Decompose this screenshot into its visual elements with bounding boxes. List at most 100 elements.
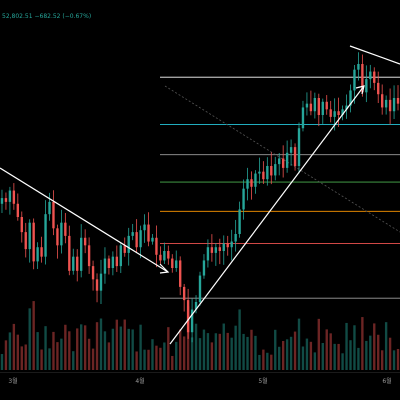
candle[interactable]	[254, 170, 257, 194]
candle[interactable]	[143, 214, 146, 243]
candle[interactable]	[234, 219, 237, 252]
candle[interactable]	[115, 245, 119, 272]
candle[interactable]	[384, 95, 388, 115]
candle[interactable]	[12, 183, 16, 210]
candle[interactable]	[123, 237, 126, 257]
candle[interactable]	[329, 100, 332, 123]
candle[interactable]	[56, 224, 59, 259]
candle[interactable]	[167, 245, 170, 265]
candle[interactable]	[44, 200, 47, 265]
candle[interactable]	[159, 246, 162, 264]
candle[interactable]	[4, 192, 8, 210]
candle[interactable]	[171, 254, 174, 273]
candle[interactable]	[246, 167, 249, 201]
candle[interactable]	[270, 152, 273, 185]
candle[interactable]	[289, 139, 293, 166]
candle[interactable]	[0, 189, 4, 213]
candle[interactable]	[321, 98, 324, 124]
trendlines[interactable]	[0, 45, 400, 345]
candle[interactable]	[151, 234, 154, 245]
candle[interactable]	[72, 248, 75, 275]
candle[interactable]	[163, 242, 166, 265]
candle[interactable]	[313, 92, 317, 119]
candle[interactable]	[258, 157, 261, 184]
candle[interactable]	[293, 143, 297, 171]
candle[interactable]	[36, 242, 39, 269]
candle[interactable]	[131, 223, 134, 241]
candle[interactable]	[91, 260, 95, 291]
candle[interactable]	[40, 236, 43, 263]
candle[interactable]	[202, 254, 206, 279]
candle[interactable]	[380, 84, 384, 115]
candle[interactable]	[392, 85, 396, 120]
candle[interactable]	[365, 65, 368, 103]
candle[interactable]	[369, 64, 372, 89]
candle[interactable]	[230, 229, 233, 261]
candle[interactable]	[52, 190, 55, 236]
candle[interactable]	[309, 90, 313, 116]
candle[interactable]	[198, 271, 202, 306]
candle[interactable]	[119, 242, 122, 274]
candle[interactable]	[325, 95, 328, 115]
candle[interactable]	[76, 249, 79, 282]
candle[interactable]	[24, 222, 27, 258]
candle[interactable]	[28, 219, 31, 263]
candle[interactable]	[16, 193, 20, 221]
candle[interactable]	[68, 225, 71, 276]
candle[interactable]	[361, 54, 364, 97]
candle[interactable]	[357, 52, 360, 81]
candle[interactable]	[305, 92, 309, 116]
candle[interactable]	[155, 225, 158, 268]
candle[interactable]	[103, 247, 107, 284]
trendline-up[interactable]	[169, 85, 365, 345]
candle[interactable]	[281, 145, 285, 178]
candle[interactable]	[210, 234, 214, 262]
candle[interactable]	[278, 152, 281, 176]
trendline-down-right[interactable]	[349, 45, 400, 65]
candle[interactable]	[262, 161, 265, 184]
candle[interactable]	[64, 212, 67, 244]
candle[interactable]	[190, 298, 194, 343]
candle[interactable]	[377, 71, 380, 104]
candle[interactable]	[353, 65, 356, 104]
candle[interactable]	[99, 259, 103, 305]
candle[interactable]	[135, 219, 138, 254]
trendline-down-left[interactable]	[0, 167, 169, 273]
candle[interactable]	[20, 211, 23, 243]
candle[interactable]	[388, 88, 392, 125]
candle[interactable]	[8, 186, 12, 215]
candle[interactable]	[107, 255, 111, 275]
candle[interactable]	[250, 171, 253, 200]
candle[interactable]	[139, 225, 142, 259]
candle[interactable]	[345, 94, 348, 119]
candle[interactable]	[32, 218, 35, 270]
candlesticks[interactable]	[0, 52, 400, 343]
candle[interactable]	[341, 105, 344, 121]
candle[interactable]	[238, 201, 241, 238]
candle[interactable]	[317, 93, 320, 127]
candle[interactable]	[266, 157, 269, 186]
candle[interactable]	[95, 273, 99, 303]
candle[interactable]	[127, 227, 130, 266]
candle[interactable]	[182, 283, 186, 312]
candle[interactable]	[179, 256, 182, 296]
candle[interactable]	[337, 97, 340, 127]
candle[interactable]	[226, 235, 229, 256]
candle[interactable]	[206, 239, 210, 268]
candle[interactable]	[274, 156, 277, 181]
candle[interactable]	[373, 67, 376, 91]
candle[interactable]	[297, 122, 301, 174]
candle[interactable]	[186, 288, 190, 339]
candle[interactable]	[396, 85, 400, 111]
candle[interactable]	[222, 235, 225, 265]
candle[interactable]	[218, 238, 221, 265]
candle[interactable]	[60, 209, 63, 254]
candle[interactable]	[87, 237, 91, 274]
candle[interactable]	[349, 84, 352, 113]
candle[interactable]	[214, 243, 218, 266]
candle[interactable]	[80, 224, 83, 278]
candle[interactable]	[175, 250, 178, 272]
candle[interactable]	[242, 179, 245, 220]
candle[interactable]	[48, 192, 51, 221]
